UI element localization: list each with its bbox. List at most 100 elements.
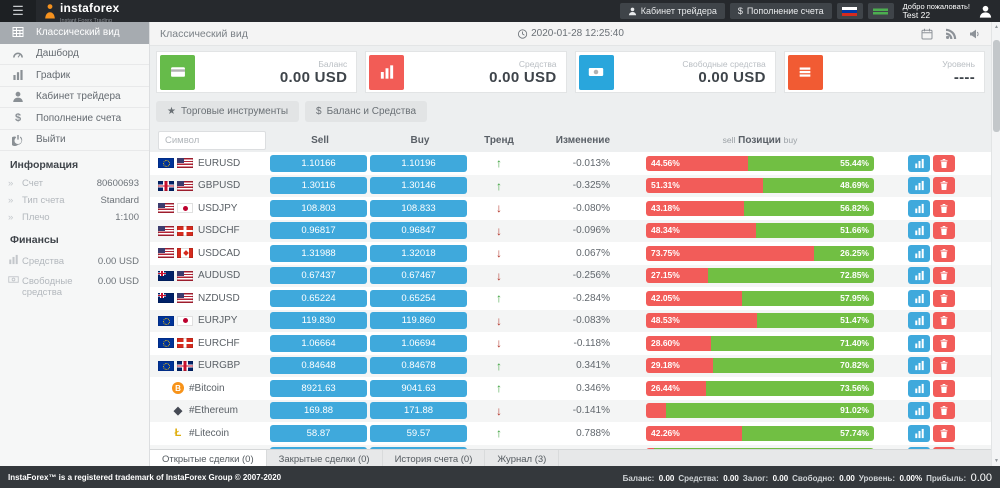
scroll-down-icon[interactable]: ▼ <box>994 458 999 464</box>
remove-symbol-button[interactable] <box>933 267 955 285</box>
sell-price-button[interactable]: 0.67437 <box>270 267 367 285</box>
open-chart-button[interactable] <box>908 199 930 217</box>
buy-price-button[interactable]: 1.32018 <box>370 244 467 262</box>
buy-price-button[interactable]: 0.67467 <box>370 267 467 285</box>
user-avatar-icon[interactable] <box>979 5 992 18</box>
buy-price-button[interactable]: 0.65254 <box>370 289 467 307</box>
symbol-cell[interactable]: USDJPY <box>158 203 270 214</box>
sell-price-button[interactable]: 0.65224 <box>270 289 367 307</box>
sell-price-button[interactable]: 1.06664 <box>270 334 367 352</box>
sidebar-item-deposit[interactable]: $ Пополнение счета <box>0 108 149 130</box>
sidebar-item-trader-cabinet[interactable]: Кабинет трейдера <box>0 87 149 108</box>
symbol-cell[interactable]: EURJPY <box>158 315 270 326</box>
remove-symbol-button[interactable] <box>933 334 955 352</box>
tab-account-history[interactable]: История счета (0) <box>383 450 486 466</box>
symbol-cell[interactable]: USDCAD <box>158 248 270 259</box>
remove-symbol-button[interactable] <box>933 289 955 307</box>
sell-price-button[interactable]: 1.10166 <box>270 154 367 172</box>
open-chart-button[interactable] <box>908 289 930 307</box>
symbol-cell[interactable]: USDCHF <box>158 225 270 236</box>
open-chart-button[interactable] <box>908 177 930 195</box>
deposit-button[interactable]: $ Пополнение счета <box>729 3 832 19</box>
menu-toggle-button[interactable]: ☰ <box>0 0 36 22</box>
sidebar-item-dashboard[interactable]: Дашборд <box>0 44 149 65</box>
trader-cabinet-button[interactable]: Кабинет трейдера <box>619 3 725 19</box>
calendar-icon[interactable] <box>921 28 933 40</box>
sidebar-item-chart[interactable]: График <box>0 65 149 87</box>
buy-price-button[interactable]: 1.30146 <box>370 177 467 195</box>
symbol-cell[interactable]: ◆ #Ethereum <box>173 405 238 418</box>
remove-symbol-button[interactable] <box>933 402 955 420</box>
balance-funds-button[interactable]: $ Баланс и Средства <box>305 101 428 122</box>
sell-price-button[interactable]: 108.803 <box>270 199 367 217</box>
symbol-cell[interactable]: AUDUSD <box>158 270 270 281</box>
open-chart-button[interactable] <box>908 222 930 240</box>
remove-symbol-button[interactable] <box>933 222 955 240</box>
symbol-cell[interactable]: EURCHF <box>158 338 270 349</box>
remove-symbol-button[interactable] <box>933 244 955 262</box>
sell-price-button[interactable]: 169.88 <box>270 402 367 420</box>
sell-price-button[interactable]: 0.84648 <box>270 357 367 375</box>
positions-bar: 42.05% 57.95% <box>646 290 874 306</box>
sell-price-button[interactable]: 8921.63 <box>270 379 367 397</box>
language-alt-button[interactable] <box>867 3 894 19</box>
open-chart-button[interactable] <box>908 334 930 352</box>
open-chart-button[interactable] <box>908 379 930 397</box>
buy-price-button[interactable]: 171.88 <box>370 402 467 420</box>
buy-price-button[interactable] <box>370 447 467 449</box>
remove-symbol-button[interactable] <box>933 199 955 217</box>
remove-symbol-button[interactable] <box>933 177 955 195</box>
remove-symbol-button[interactable] <box>933 357 955 375</box>
symbol-cell[interactable]: B #Bitcoin <box>158 382 270 395</box>
buy-price-button[interactable]: 9041.63 <box>370 379 467 397</box>
rss-icon[interactable] <box>945 28 957 40</box>
open-chart-button[interactable] <box>908 447 930 449</box>
remove-symbol-button[interactable] <box>933 312 955 330</box>
buy-price-button[interactable]: 59.57 <box>370 424 467 442</box>
megaphone-icon[interactable] <box>969 28 981 40</box>
open-chart-button[interactable] <box>908 402 930 420</box>
scrollbar[interactable]: ▲ ▼ <box>991 22 1000 466</box>
sidebar-item-logout[interactable]: Выйти <box>0 130 149 151</box>
remove-symbol-button[interactable] <box>933 424 955 442</box>
scrollbar-thumb[interactable] <box>993 40 1000 132</box>
sell-price-button[interactable]: 0.96817 <box>270 222 367 240</box>
logo-text: instaforex <box>60 0 120 15</box>
buy-price-button[interactable]: 119.860 <box>370 312 467 330</box>
language-russian-button[interactable] <box>836 3 863 19</box>
logo[interactable]: instaforex Instant Forex Trading <box>44 0 119 24</box>
trading-instruments-button[interactable]: ★ Торговые инструменты <box>156 101 299 122</box>
sell-price-button[interactable]: 58.87 <box>270 424 367 442</box>
flag-ca-icon <box>177 248 193 259</box>
remove-symbol-button[interactable] <box>933 154 955 172</box>
tab-journal[interactable]: Журнал (3) <box>485 450 560 466</box>
buy-price-button[interactable]: 108.833 <box>370 199 467 217</box>
symbol-cell[interactable]: EURGBP <box>158 360 270 371</box>
open-chart-button[interactable] <box>908 357 930 375</box>
buy-price-button[interactable]: 1.06694 <box>370 334 467 352</box>
symbol-cell[interactable]: Ł #Litecoin <box>158 427 270 439</box>
buy-price-button[interactable]: 0.96847 <box>370 222 467 240</box>
open-chart-button[interactable] <box>908 424 930 442</box>
buy-price-button[interactable]: 0.84678 <box>370 357 467 375</box>
open-chart-button[interactable] <box>908 267 930 285</box>
remove-symbol-button[interactable] <box>933 447 955 449</box>
buy-price-button[interactable]: 1.10196 <box>370 154 467 172</box>
sell-price-button[interactable]: 1.30116 <box>270 177 367 195</box>
open-chart-button[interactable] <box>908 244 930 262</box>
open-chart-button[interactable] <box>908 154 930 172</box>
sell-price-button[interactable]: 1.31988 <box>270 244 367 262</box>
sidebar-item-classic-view[interactable]: Классический вид <box>0 22 149 44</box>
sell-price-button[interactable]: 119.830 <box>270 312 367 330</box>
scroll-up-icon[interactable]: ▲ <box>994 24 999 30</box>
remove-symbol-button[interactable] <box>933 379 955 397</box>
symbol-cell[interactable]: EURUSD <box>158 158 270 169</box>
table-header: Sell Buy Тренд Изменение sell Позиции bu… <box>150 128 991 152</box>
tab-open-trades[interactable]: Открытые сделки (0) <box>150 450 267 466</box>
symbol-search-input[interactable] <box>158 130 266 150</box>
open-chart-button[interactable] <box>908 312 930 330</box>
tab-closed-trades[interactable]: Закрытые сделки (0) <box>267 450 383 466</box>
sell-price-button[interactable] <box>270 447 367 449</box>
symbol-cell[interactable]: GBPUSD <box>158 180 270 191</box>
symbol-cell[interactable]: NZDUSD <box>158 293 270 304</box>
